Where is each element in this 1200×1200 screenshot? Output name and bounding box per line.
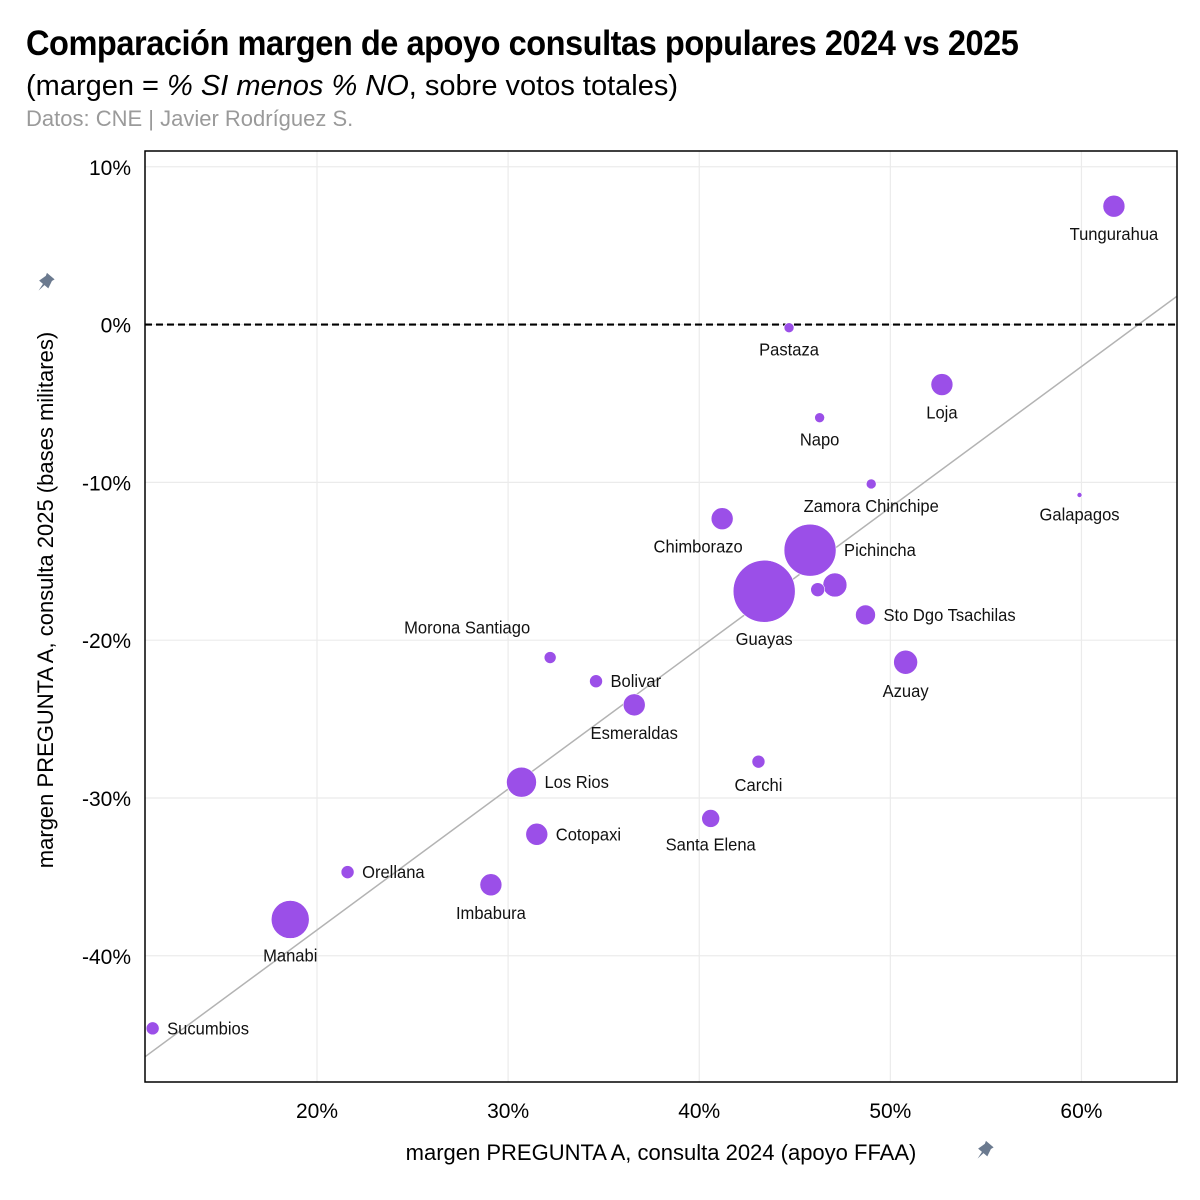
data-point <box>855 604 876 626</box>
data-point <box>1076 492 1083 498</box>
data-point <box>479 873 503 897</box>
x-tick-label: 20% <box>296 1100 338 1123</box>
data-point <box>589 674 603 688</box>
data-point <box>810 582 826 597</box>
point-label: Imbabura <box>456 902 526 923</box>
data-point <box>701 809 720 828</box>
data-point <box>865 478 877 490</box>
data-point <box>893 649 918 675</box>
pin-icon-shape <box>38 272 55 291</box>
data-point <box>506 766 537 798</box>
trend-line <box>145 295 1177 1058</box>
data-point <box>783 523 837 577</box>
point-label: Pichincha <box>844 540 916 561</box>
point-label: Bolivar <box>611 671 662 692</box>
point-label: Esmeraldas <box>591 722 679 743</box>
point-label: Sucumbios <box>167 1018 249 1039</box>
panel-frame <box>144 150 1178 1083</box>
y-tick-label: 10% <box>89 157 131 180</box>
point-label: Zamora Chinchipe <box>804 495 939 516</box>
y-tick-label: -30% <box>82 788 131 811</box>
pin-icon <box>38 272 55 291</box>
point-label: Galapagos <box>1040 504 1120 525</box>
reference-layer <box>145 295 1177 1058</box>
data-point <box>145 1021 160 1036</box>
x-tick-label: 40% <box>678 1100 720 1123</box>
data-point <box>340 865 355 879</box>
data-point <box>732 559 796 623</box>
point-layer <box>145 194 1126 1036</box>
pin-icon-shape <box>977 1140 994 1159</box>
y-tick-label: -10% <box>82 472 131 495</box>
data-point <box>751 754 766 769</box>
axis-layer: 20% 30% 40% 50% 60% 10% 0% -10% -20% -30% -40% marg… <box>33 150 1178 1165</box>
point-label: Santa Elena <box>666 834 757 855</box>
data-point <box>814 412 825 423</box>
data-point <box>710 507 734 530</box>
x-tick-label: 30% <box>487 1100 529 1123</box>
point-label: Manabi <box>263 945 317 966</box>
point-label: Chimborazo <box>654 536 743 557</box>
point-label: Napo <box>800 429 840 450</box>
y-tick-label: 0% <box>101 315 131 338</box>
subtitle-emphasis: % SI menos % NO <box>167 70 409 102</box>
point-label: Pastaza <box>759 339 819 360</box>
point-label: Carchi <box>735 775 783 796</box>
chart-subtitle: (margen = % SI menos % NO, sobre votos t… <box>26 70 678 103</box>
data-point <box>525 822 549 846</box>
point-label: Cotopaxi <box>556 824 621 845</box>
x-axis-title: margen PREGUNTA A, consulta 2024 (apoyo … <box>406 1140 917 1165</box>
pin-icon <box>977 1140 994 1159</box>
subtitle-prefix: (margen = <box>26 70 168 102</box>
subtitle-suffix: , sobre votos totales) <box>408 70 678 102</box>
data-point <box>930 373 954 396</box>
point-label: Guayas <box>736 629 793 650</box>
data-point <box>270 900 310 939</box>
data-point <box>783 322 795 334</box>
point-label: Loja <box>926 402 958 423</box>
point-label: Morona Santiago <box>404 617 530 638</box>
point-label: Sto Dgo Tsachilas <box>883 604 1015 625</box>
data-point <box>622 693 646 717</box>
point-label: Azuay <box>883 681 929 702</box>
x-tick-label: 50% <box>869 1100 911 1123</box>
y-tick-label: -40% <box>82 946 131 969</box>
point-label: Orellana <box>362 861 425 882</box>
label-layer: Tungurahua Pastaza Loja Napo Zamora Chinchip… <box>167 224 1158 1039</box>
chart-title: Comparación margen de apoyo consultas po… <box>26 24 1019 63</box>
point-label: Tungurahua <box>1070 224 1159 245</box>
chart-caption: Datos: CNE | Javier Rodríguez S. <box>26 106 354 131</box>
data-point <box>822 572 848 598</box>
y-tick-label: -20% <box>82 630 131 653</box>
y-axis-title: margen PREGUNTA A, consulta 2025 (bases … <box>33 332 58 868</box>
data-point <box>1102 194 1126 218</box>
data-point <box>543 651 557 664</box>
x-tick-label: 60% <box>1060 1100 1102 1123</box>
point-label: Los Rios <box>544 772 609 793</box>
